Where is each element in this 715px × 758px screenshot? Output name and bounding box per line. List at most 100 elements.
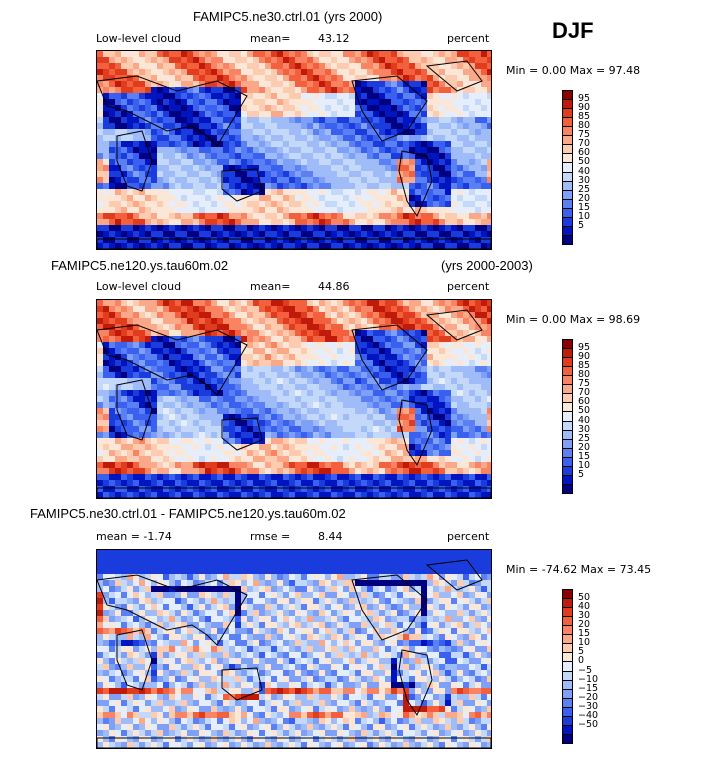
map-cell <box>487 51 491 58</box>
map-cell <box>169 117 176 124</box>
map-cell <box>379 183 386 190</box>
map-cell <box>229 57 236 64</box>
map-cell <box>451 556 458 563</box>
map-cell <box>307 123 314 130</box>
map-cell <box>175 378 182 385</box>
map-cell <box>439 378 446 385</box>
map-cell <box>229 306 236 313</box>
map-cell <box>415 57 422 64</box>
map-cell <box>295 177 302 184</box>
map-cell <box>265 207 272 214</box>
map-cell <box>187 99 194 106</box>
map-cell <box>319 312 326 319</box>
map-cell <box>337 390 344 397</box>
map-cell <box>109 480 116 487</box>
map-cell <box>319 354 326 361</box>
map-cell <box>427 87 434 94</box>
map-cell <box>277 87 284 94</box>
map-cell <box>451 586 458 593</box>
map-cell <box>223 474 230 481</box>
map-cell <box>337 324 344 331</box>
map-cell <box>157 243 164 249</box>
map-cell <box>187 450 194 457</box>
map-cell <box>343 201 350 208</box>
map-cell <box>379 432 386 439</box>
map-cell <box>253 183 260 190</box>
map-cell <box>391 354 398 361</box>
map-cell <box>175 207 182 214</box>
map-cell <box>193 153 200 160</box>
map-cell <box>109 231 116 238</box>
map-cell <box>427 480 434 487</box>
map-cell <box>289 243 296 249</box>
coastline <box>221 168 263 202</box>
map-cell <box>481 414 488 421</box>
map-cell <box>97 354 104 361</box>
map-cell <box>217 414 224 421</box>
map-cell <box>121 135 128 142</box>
map-cell <box>373 243 380 249</box>
colorbar-swatch <box>562 234 573 245</box>
map-cell <box>271 57 278 64</box>
map-cell <box>373 396 380 403</box>
map-cell <box>331 456 338 463</box>
map-cell <box>163 432 170 439</box>
map-cell <box>481 75 488 82</box>
map-cell <box>181 486 188 493</box>
map-cell <box>145 141 152 148</box>
map-cell <box>223 360 230 367</box>
map-cell <box>277 243 284 249</box>
map-cell <box>229 87 236 94</box>
map-cell <box>337 195 344 202</box>
map-cell <box>451 87 458 94</box>
map-cell <box>439 432 446 439</box>
map-cell <box>97 444 104 451</box>
map-cell <box>283 562 290 569</box>
map-cell <box>145 592 152 599</box>
map-cell <box>409 366 416 373</box>
map-cell <box>307 438 314 445</box>
map-cell <box>109 189 116 196</box>
map-cell <box>217 580 224 587</box>
map-cell <box>343 592 350 599</box>
map-cell <box>115 330 122 337</box>
map-cell <box>421 153 428 160</box>
map-cell <box>307 354 314 361</box>
map-cell <box>307 75 314 82</box>
map-cell <box>295 135 302 142</box>
map-cell <box>343 426 350 433</box>
map-cell <box>247 141 254 148</box>
map-cell <box>277 165 284 172</box>
map-cell <box>187 51 194 58</box>
map-cell <box>133 141 140 148</box>
map-cell <box>415 438 422 445</box>
map-cell <box>223 225 230 232</box>
map-cell <box>151 207 158 214</box>
map-cell <box>229 147 236 154</box>
map-cell <box>277 342 284 349</box>
map-cell <box>103 486 110 493</box>
map-cell <box>427 384 434 391</box>
map-cell <box>265 189 272 196</box>
map-cell <box>97 117 104 124</box>
map-cell <box>385 183 392 190</box>
map-cell <box>313 75 320 82</box>
map-cell <box>103 213 110 220</box>
map-cell <box>319 75 326 82</box>
map-cell <box>247 586 254 593</box>
map-cell <box>391 580 398 587</box>
map-cell <box>487 408 491 415</box>
map-cell <box>451 219 458 226</box>
map-cell <box>355 123 362 130</box>
map-cell <box>373 165 380 172</box>
map-cell <box>115 105 122 112</box>
map-cell <box>235 492 242 498</box>
map-cell <box>217 390 224 397</box>
map-cell <box>463 51 470 58</box>
map-cell <box>199 462 206 469</box>
map-cell <box>193 75 200 82</box>
map-cell <box>355 586 362 593</box>
map-cell <box>397 462 404 469</box>
map-cell <box>127 456 134 463</box>
map-cell <box>403 318 410 325</box>
